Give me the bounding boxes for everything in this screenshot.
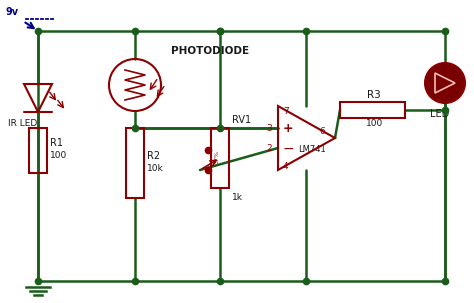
Text: LM741: LM741 (298, 145, 326, 154)
Bar (340, 102, 405, 118)
Text: 1k: 1k (232, 193, 243, 202)
Text: 100: 100 (365, 119, 383, 128)
Text: −: − (283, 142, 295, 156)
Text: PHOTODIODE: PHOTODIODE (171, 46, 249, 56)
Text: 9v: 9v (6, 7, 19, 17)
Text: LED: LED (430, 109, 449, 119)
Text: R2: R2 (147, 151, 160, 161)
Bar (126, 128, 144, 198)
Text: 3: 3 (266, 124, 272, 133)
Text: 37%: 37% (215, 150, 219, 164)
Text: RV1: RV1 (232, 115, 251, 125)
Bar (29, 128, 47, 173)
Text: R1: R1 (50, 138, 63, 148)
Text: 2: 2 (266, 144, 272, 153)
Text: R3: R3 (367, 90, 381, 100)
Bar (211, 128, 229, 188)
Text: 7: 7 (283, 107, 289, 116)
Circle shape (425, 63, 465, 103)
Text: IR LED: IR LED (8, 119, 37, 128)
Text: 6: 6 (319, 127, 325, 136)
Text: 4: 4 (283, 162, 289, 171)
Text: 10k: 10k (147, 164, 164, 173)
Text: 100: 100 (50, 152, 67, 161)
Text: +: + (283, 122, 293, 135)
